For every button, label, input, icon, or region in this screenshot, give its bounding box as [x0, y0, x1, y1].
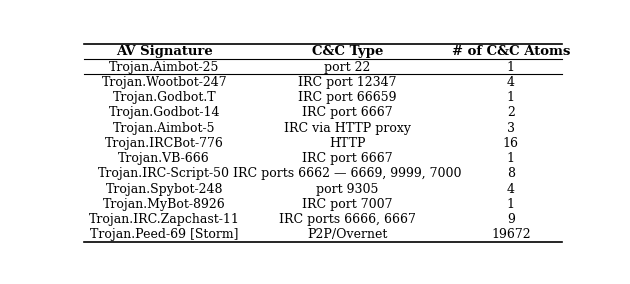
Text: 1: 1 [507, 61, 515, 74]
Text: 19672: 19672 [491, 228, 530, 241]
Text: IRC port 6667: IRC port 6667 [302, 152, 392, 165]
Text: 3: 3 [507, 122, 515, 135]
Text: Trojan.Aimbot-5: Trojan.Aimbot-5 [113, 122, 215, 135]
Text: port 22: port 22 [324, 61, 370, 74]
Text: Trojan.MyBot-8926: Trojan.MyBot-8926 [103, 198, 226, 211]
Text: 2: 2 [507, 106, 515, 119]
Text: C&C Type: C&C Type [312, 45, 383, 59]
Text: IRC port 12347: IRC port 12347 [298, 76, 396, 89]
Text: Trojan.IRCBot-776: Trojan.IRCBot-776 [105, 137, 224, 150]
Text: IRC via HTTP proxy: IRC via HTTP proxy [284, 122, 411, 135]
Text: 16: 16 [503, 137, 519, 150]
Text: 9: 9 [507, 213, 515, 226]
Text: Trojan.IRC.Zapchast-11: Trojan.IRC.Zapchast-11 [89, 213, 239, 226]
Text: 8: 8 [507, 167, 515, 180]
Text: # of C&C Atoms: # of C&C Atoms [452, 45, 570, 59]
Text: 1: 1 [507, 198, 515, 211]
Text: 4: 4 [507, 183, 515, 195]
Text: IRC ports 6666, 6667: IRC ports 6666, 6667 [279, 213, 416, 226]
Text: IRC port 7007: IRC port 7007 [302, 198, 392, 211]
Text: 4: 4 [507, 76, 515, 89]
Text: Trojan.VB-666: Trojan.VB-666 [118, 152, 210, 165]
Text: port 9305: port 9305 [316, 183, 379, 195]
Text: Trojan.Spybot-248: Trojan.Spybot-248 [105, 183, 223, 195]
Text: 1: 1 [507, 91, 515, 104]
Text: AV Signature: AV Signature [116, 45, 212, 59]
Text: Trojan.Godbot-14: Trojan.Godbot-14 [108, 106, 220, 119]
Text: Trojan.Godbot.T: Trojan.Godbot.T [112, 91, 216, 104]
Text: IRC port 6667: IRC port 6667 [302, 106, 392, 119]
Text: P2P/Overnet: P2P/Overnet [307, 228, 387, 241]
Text: Trojan.Peed-69 [Storm]: Trojan.Peed-69 [Storm] [90, 228, 238, 241]
Text: Trojan.Wootbot-247: Trojan.Wootbot-247 [101, 76, 227, 89]
Text: HTTP: HTTP [329, 137, 365, 150]
Text: IRC ports 6662 — 6669, 9999, 7000: IRC ports 6662 — 6669, 9999, 7000 [233, 167, 462, 180]
Text: 1: 1 [507, 152, 515, 165]
Text: Trojan.Aimbot-25: Trojan.Aimbot-25 [109, 61, 219, 74]
Text: Trojan.IRC-Script-50: Trojan.IRC-Script-50 [98, 167, 230, 180]
Text: IRC port 66659: IRC port 66659 [298, 91, 396, 104]
